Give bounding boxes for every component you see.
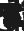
Polygon shape xyxy=(10,4,12,5)
Polygon shape xyxy=(6,9,19,10)
Polygon shape xyxy=(11,5,13,6)
Text: 115: 115 xyxy=(4,0,24,31)
Polygon shape xyxy=(14,5,16,6)
Ellipse shape xyxy=(8,13,12,15)
Text: 110: 110 xyxy=(18,0,24,21)
Polygon shape xyxy=(5,4,6,5)
Text: 140: 140 xyxy=(19,0,24,27)
Text: 152: 152 xyxy=(4,0,24,31)
Text: 122: 122 xyxy=(17,1,24,31)
Polygon shape xyxy=(5,4,20,6)
Polygon shape xyxy=(9,5,10,6)
Circle shape xyxy=(4,15,5,16)
Polygon shape xyxy=(13,4,14,5)
Polygon shape xyxy=(7,4,9,5)
Text: 156: 156 xyxy=(0,2,24,31)
Text: 122: 122 xyxy=(4,7,24,31)
Text: 142: 142 xyxy=(19,0,24,31)
Text: 146: 146 xyxy=(19,0,24,31)
Polygon shape xyxy=(6,5,8,6)
Text: 115: 115 xyxy=(4,0,24,29)
Text: 140: 140 xyxy=(19,0,24,25)
Text: 110: 110 xyxy=(18,0,24,23)
Ellipse shape xyxy=(9,13,12,15)
Polygon shape xyxy=(4,8,19,9)
Text: Fig. 2: Fig. 2 xyxy=(4,6,24,31)
Polygon shape xyxy=(6,6,20,7)
Polygon shape xyxy=(15,4,17,5)
Text: 150: 150 xyxy=(18,0,24,31)
Circle shape xyxy=(11,17,12,18)
Text: 124: 124 xyxy=(17,2,24,31)
Polygon shape xyxy=(17,5,18,6)
Polygon shape xyxy=(18,4,20,7)
Text: 128: 128 xyxy=(17,1,24,31)
